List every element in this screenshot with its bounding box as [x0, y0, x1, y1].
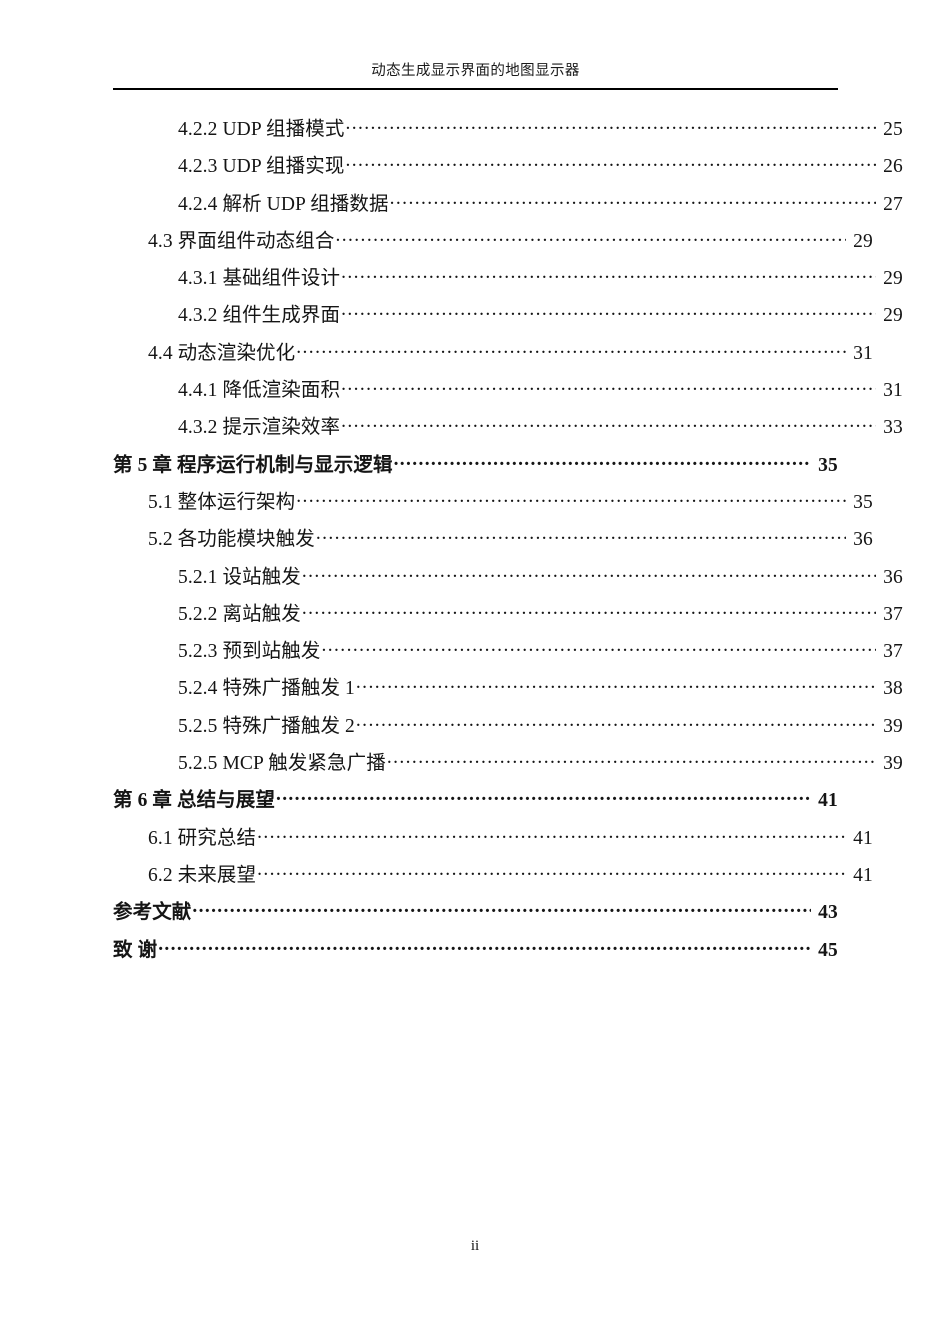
- toc-entry-label: 5.2.2 离站触发: [178, 603, 301, 625]
- toc-entry[interactable]: 5.1 整体运行架构 35: [113, 485, 873, 522]
- toc-leader-dots: [341, 302, 876, 322]
- toc-entry[interactable]: 5.2 各功能模块触发 36: [113, 522, 873, 559]
- toc-entry-label: 5.2.5 特殊广播触发 2: [178, 715, 355, 737]
- toc-entry-page-number: 26: [883, 156, 903, 178]
- toc-entry-page-number: 36: [853, 529, 873, 551]
- toc-leader-dots: [158, 936, 811, 956]
- toc-entry-page-number: 45: [818, 939, 838, 961]
- header-title: 动态生成显示界面的地图显示器: [371, 63, 580, 79]
- toc-entry[interactable]: 第 5 章 程序运行机制与显示逻辑 35: [113, 448, 838, 485]
- toc-entry-label: 6.2 未来展望: [148, 864, 257, 886]
- toc-leader-dots: [316, 526, 846, 546]
- toc-entry-label: 4.3.1 基础组件设计: [178, 268, 341, 290]
- toc-entry-label: 致 谢: [113, 939, 158, 961]
- toc-leader-dots: [296, 488, 846, 508]
- toc-entry[interactable]: 4.3.1 基础组件设计 29: [113, 261, 903, 298]
- toc-entry-page-number: 35: [853, 491, 873, 513]
- toc-leader-dots: [296, 339, 846, 359]
- toc-entry-label: 4.3 界面组件动态组合: [148, 230, 335, 252]
- toc-entry[interactable]: 致 谢 45: [113, 933, 838, 970]
- toc-leader-dots: [341, 377, 876, 397]
- toc-entry-page-number: 27: [883, 193, 903, 215]
- toc-leader-dots: [302, 600, 876, 620]
- toc-entry-page-number: 39: [883, 753, 903, 775]
- toc-entry-label: 4.2.2 UDP 组播模式: [178, 119, 345, 140]
- toc-entry-page-number: 33: [883, 417, 903, 439]
- toc-entry[interactable]: 4.3 界面组件动态组合 29: [113, 224, 873, 261]
- toc-entry[interactable]: 参考文献 43: [113, 895, 838, 932]
- toc-entry[interactable]: 5.2.1 设站触发 36: [113, 560, 903, 597]
- toc-entry-label: 第 6 章 总结与展望: [113, 790, 275, 812]
- toc-entry-label: 5.1 整体运行架构: [148, 491, 296, 513]
- toc-entry-page-number: 41: [818, 790, 838, 812]
- toc-entry-label: 参考文献: [113, 902, 192, 924]
- toc-entry-page-number: 29: [853, 230, 873, 252]
- toc-entry[interactable]: 5.2.2 离站触发 37: [113, 597, 903, 634]
- toc-entry-page-number: 41: [853, 827, 873, 849]
- toc-entry[interactable]: 4.3.2 组件生成界面 29: [113, 298, 903, 335]
- toc-leader-dots: [345, 116, 876, 136]
- page-header: 动态生成显示界面的地图显示器: [113, 62, 838, 90]
- toc-entry-page-number: 31: [853, 342, 873, 364]
- toc-entry-label: 4.3.2 组件生成界面: [178, 305, 341, 327]
- toc-entry-label: 5.2 各功能模块触发: [148, 529, 315, 551]
- toc-entry[interactable]: 4.4 动态渲染优化 31: [113, 336, 873, 373]
- toc-entry-label: 4.2.4 解析 UDP 组播数据: [178, 193, 389, 215]
- toc-entry-page-number: 37: [883, 641, 903, 663]
- toc-leader-dots: [302, 563, 876, 583]
- toc-entry-page-number: 29: [883, 268, 903, 290]
- toc-entry-label: 5.2.4 特殊广播触发 1: [178, 678, 355, 700]
- toc-entry-label: 5.2.3 预到站触发: [178, 641, 321, 663]
- toc-entry-page-number: 41: [853, 864, 873, 886]
- toc-entry[interactable]: 4.3.2 提示渲染效率 33: [113, 410, 903, 447]
- toc-entry-page-number: 29: [883, 305, 903, 327]
- toc-entry[interactable]: 6.2 未来展望 41: [113, 858, 873, 895]
- toc-leader-dots: [356, 712, 876, 732]
- toc-entry-label: 4.3.2 提示渲染效率: [178, 417, 341, 439]
- toc-leader-dots: [356, 675, 876, 695]
- toc-entry-page-number: 36: [883, 566, 903, 588]
- toc-entry-label: 5.2.1 设站触发: [178, 566, 301, 588]
- footer-page-number: ii: [470, 1238, 480, 1254]
- toc-entry[interactable]: 4.4.1 降低渲染面积 31: [113, 373, 903, 410]
- toc-leader-dots: [192, 899, 811, 919]
- toc-entry[interactable]: 4.2.3 UDP 组播实现 26: [113, 149, 903, 186]
- toc-entry[interactable]: 第 6 章 总结与展望 41: [113, 783, 838, 820]
- toc-leader-dots: [341, 414, 876, 434]
- toc-entry[interactable]: 5.2.5 特殊广播触发 2 39: [113, 709, 903, 746]
- toc-leader-dots: [321, 638, 876, 658]
- toc-entry-page-number: 39: [883, 715, 903, 737]
- toc-entry-label: 第 5 章 程序运行机制与显示逻辑: [113, 454, 393, 476]
- toc-entry[interactable]: 5.2.4 特殊广播触发 1 38: [113, 671, 903, 708]
- toc-entry[interactable]: 5.2.3 预到站触发 37: [113, 634, 903, 671]
- toc-entry-label: 4.2.3 UDP 组播实现: [178, 156, 345, 178]
- toc-entry[interactable]: 6.1 研究总结 41: [113, 821, 873, 858]
- toc-entry[interactable]: 4.2.4 解析 UDP 组播数据 27: [113, 187, 903, 224]
- toc-leader-dots: [276, 787, 811, 807]
- header-divider: [113, 87, 838, 90]
- toc-entry[interactable]: 5.2.5 MCP 触发紧急广播 39: [113, 746, 903, 783]
- toc-entry-page-number: 25: [883, 119, 903, 140]
- toc-entry[interactable]: 4.2.2 UDP 组播模式 25: [113, 112, 903, 149]
- toc-leader-dots: [394, 451, 811, 471]
- toc-leader-dots: [345, 153, 876, 173]
- toc-entry-page-number: 43: [818, 902, 838, 924]
- toc-entry-label: 6.1 研究总结: [148, 827, 257, 849]
- toc-leader-dots: [387, 750, 876, 770]
- toc-entry-label: 5.2.5 MCP 触发紧急广播: [178, 753, 386, 775]
- toc-leader-dots: [390, 190, 876, 210]
- toc-entry-label: 4.4.1 降低渲染面积: [178, 380, 341, 402]
- table-of-contents: 4.2.2 UDP 组播模式 25 4.2.3 UDP 组播实现 26 4.2.4 解析…: [113, 112, 903, 970]
- toc-entry-page-number: 35: [818, 454, 838, 476]
- toc-entry-page-number: 38: [883, 678, 903, 700]
- toc-entry-page-number: 31: [883, 380, 903, 402]
- toc-leader-dots: [335, 227, 846, 247]
- toc-leader-dots: [341, 265, 876, 285]
- toc-leader-dots: [257, 861, 846, 881]
- toc-entry-page-number: 37: [883, 603, 903, 625]
- toc-entry-label: 4.4 动态渲染优化: [148, 342, 296, 364]
- toc-leader-dots: [257, 824, 846, 844]
